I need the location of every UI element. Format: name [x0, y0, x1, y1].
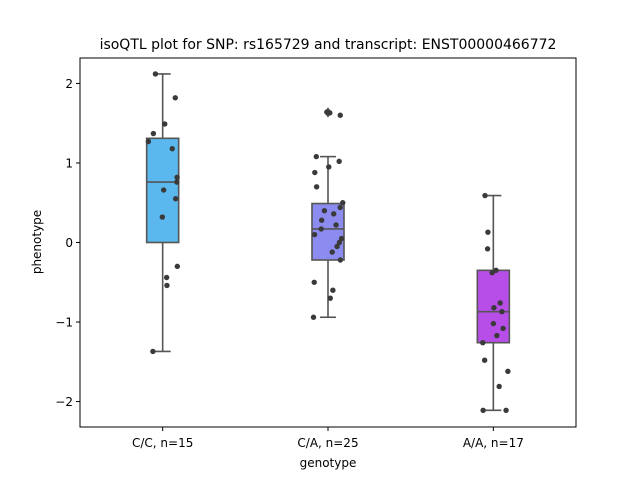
data-point — [491, 305, 497, 311]
data-point — [337, 204, 343, 211]
data-point — [337, 257, 344, 263]
y-tick-label: 0 — [65, 236, 73, 250]
data-point — [329, 249, 335, 255]
y-tick-label: −1 — [55, 316, 73, 330]
data-point — [312, 169, 318, 176]
data-point — [500, 325, 506, 332]
data-point — [480, 340, 486, 346]
data-point — [160, 187, 167, 193]
y-tick-label: 1 — [65, 156, 73, 170]
data-point — [311, 279, 317, 285]
data-point — [169, 145, 175, 152]
data-point — [480, 407, 486, 413]
data-point — [174, 179, 180, 185]
data-point — [321, 207, 328, 214]
data-point — [489, 270, 495, 276]
x-tick-label: C/A, n=25 — [297, 436, 358, 450]
data-point — [164, 282, 170, 289]
x-axis-label: genotype — [300, 456, 357, 470]
data-point — [503, 407, 509, 413]
data-point — [162, 121, 168, 127]
data-point — [499, 308, 505, 315]
data-point — [490, 320, 497, 327]
data-point — [318, 217, 325, 223]
data-point — [333, 222, 339, 228]
data-point — [150, 130, 157, 137]
x-tick-label: A/A, n=17 — [463, 436, 524, 450]
data-point — [340, 200, 346, 206]
data-point — [338, 235, 345, 242]
data-point — [327, 110, 333, 116]
data-point — [331, 211, 337, 217]
data-point — [313, 184, 320, 190]
data-point — [494, 332, 500, 339]
data-point — [313, 153, 319, 160]
data-point — [311, 231, 318, 238]
data-point — [327, 295, 333, 301]
data-point — [336, 239, 343, 246]
data-point — [496, 383, 502, 390]
y-tick-label: 2 — [65, 77, 73, 91]
data-point — [481, 357, 488, 363]
data-point — [485, 229, 491, 235]
data-point — [172, 196, 179, 202]
data-point — [493, 267, 499, 274]
data-point — [336, 158, 342, 165]
data-point — [174, 174, 180, 180]
data-point — [482, 192, 488, 199]
data-point — [326, 164, 332, 170]
data-point — [484, 246, 491, 252]
data-point — [310, 314, 317, 320]
data-point — [152, 71, 159, 77]
data-point — [334, 243, 340, 250]
plot-area — [145, 71, 511, 413]
data-point — [145, 138, 152, 145]
chart-title: isoQTL plot for SNP: rs165729 and transc… — [100, 37, 557, 53]
y-tick-label: −2 — [55, 395, 73, 409]
x-tick-label: C/C, n=15 — [132, 436, 193, 450]
data-point — [172, 95, 178, 101]
data-point — [337, 112, 343, 118]
box — [311, 202, 345, 261]
y-axis-label: phenotype — [30, 210, 44, 274]
data-point — [159, 214, 166, 220]
data-point — [163, 274, 170, 281]
data-point — [497, 300, 503, 306]
data-point — [318, 226, 324, 232]
data-point — [505, 368, 511, 375]
data-point — [174, 263, 181, 270]
data-point — [150, 348, 156, 355]
data-point — [330, 287, 336, 293]
